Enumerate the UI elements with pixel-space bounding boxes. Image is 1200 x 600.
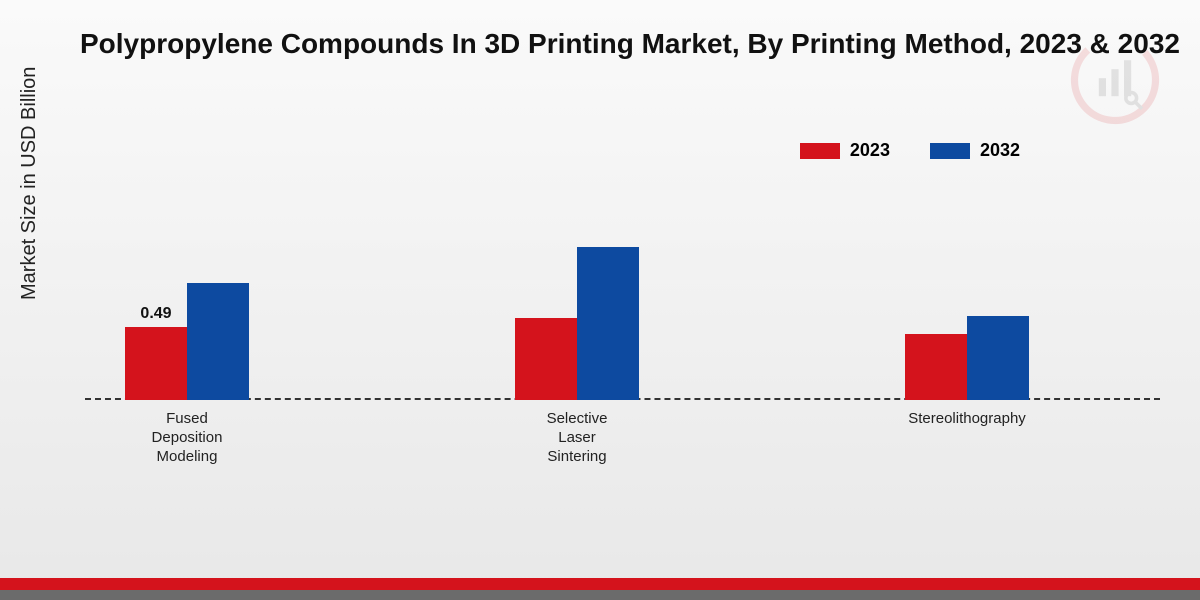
legend-item-2023: 2023 <box>800 140 890 161</box>
bar <box>515 318 577 401</box>
bar <box>577 247 639 400</box>
x-axis-category-label: Selective Laser Sintering <box>547 410 608 466</box>
bar: 0.49 <box>125 327 187 401</box>
footer-gray-bar <box>0 590 1200 600</box>
bar <box>905 334 967 400</box>
plot-area: 2023 2032 0.49Fused Deposition ModelingS… <box>85 160 1170 400</box>
legend-label-2032: 2032 <box>980 140 1020 161</box>
legend-label-2023: 2023 <box>850 140 890 161</box>
watermark-logo <box>1070 35 1160 125</box>
bar-group: 0.49Fused Deposition Modeling <box>125 283 249 400</box>
footer-red-bar <box>0 578 1200 590</box>
legend: 2023 2032 <box>800 140 1020 161</box>
chart-title: Polypropylene Compounds In 3D Printing M… <box>80 28 1180 60</box>
x-axis-category-label: Stereolithography <box>908 410 1026 429</box>
bar-group: Selective Laser Sintering <box>515 247 639 400</box>
legend-swatch-2023 <box>800 143 840 159</box>
footer-stripe <box>0 578 1200 600</box>
legend-swatch-2032 <box>930 143 970 159</box>
x-axis-category-label: Fused Deposition Modeling <box>152 410 223 466</box>
y-axis-label: Market Size in USD Billion <box>18 67 41 300</box>
bar <box>967 316 1029 400</box>
bar-value-label: 0.49 <box>140 305 171 323</box>
legend-item-2032: 2032 <box>930 140 1020 161</box>
bar-group: Stereolithography <box>905 316 1029 400</box>
bar <box>187 283 249 400</box>
